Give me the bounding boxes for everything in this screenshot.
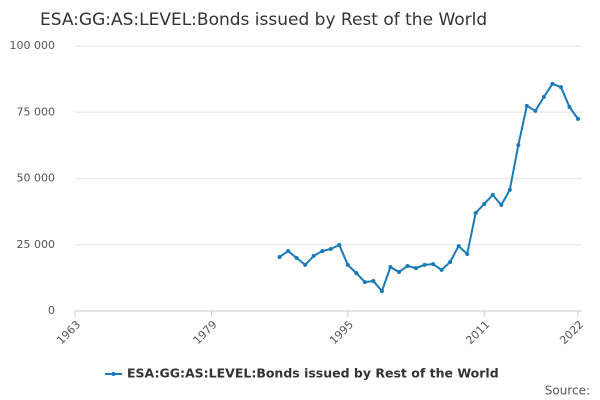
data-point — [541, 94, 546, 99]
data-point — [354, 271, 359, 276]
data-point — [405, 263, 410, 268]
x-tick-label: 2011 — [463, 318, 492, 347]
data-point — [431, 262, 436, 267]
data-point — [345, 262, 350, 267]
data-point — [558, 85, 563, 90]
x-tick-label: 1995 — [327, 318, 356, 347]
data-point — [516, 143, 521, 148]
data-point — [379, 289, 384, 294]
x-tick-label: 1963 — [54, 318, 83, 347]
x-tick-label: 1979 — [191, 318, 220, 347]
data-point — [507, 187, 512, 192]
data-point — [294, 256, 299, 260]
data-point — [328, 246, 333, 251]
data-point — [456, 244, 461, 249]
data-line — [279, 82, 579, 294]
data-point — [499, 203, 504, 207]
data-point — [337, 243, 342, 248]
data-point — [473, 210, 478, 215]
data-point — [422, 262, 427, 267]
source: Source: — [545, 384, 590, 398]
data-point — [371, 279, 376, 284]
data-point — [550, 81, 555, 86]
data-point — [567, 104, 572, 109]
data-point — [533, 108, 538, 113]
y-tick-label: 25 000 — [17, 238, 56, 251]
data-point — [448, 259, 453, 264]
data-point — [286, 249, 291, 254]
data-point — [490, 192, 495, 197]
x-tick-label: 2022 — [557, 318, 586, 347]
data-point — [396, 270, 401, 275]
y-tick-label: 50 000 — [17, 172, 56, 185]
data-point — [320, 249, 325, 254]
y-tick-label: 0 — [48, 304, 55, 317]
data-point — [311, 253, 316, 258]
data-point — [524, 103, 529, 108]
data-point — [482, 201, 487, 206]
data-point — [439, 267, 444, 272]
data-point — [303, 262, 308, 267]
chart-title: ESA:GG:AS:LEVEL:Bonds issued by Rest of … — [40, 10, 487, 30]
data-point — [576, 116, 580, 121]
y-tick-label: 100 000 — [10, 39, 56, 52]
data-point — [465, 252, 470, 257]
data-point — [414, 266, 419, 271]
legend-dot — [111, 372, 116, 376]
data-point — [362, 280, 367, 285]
legend-label: ESA:GG:AS:LEVEL:Bonds issued by Rest of … — [127, 366, 499, 381]
data-point — [277, 254, 282, 259]
data-point — [388, 265, 393, 270]
y-tick-label: 75 000 — [17, 105, 56, 118]
